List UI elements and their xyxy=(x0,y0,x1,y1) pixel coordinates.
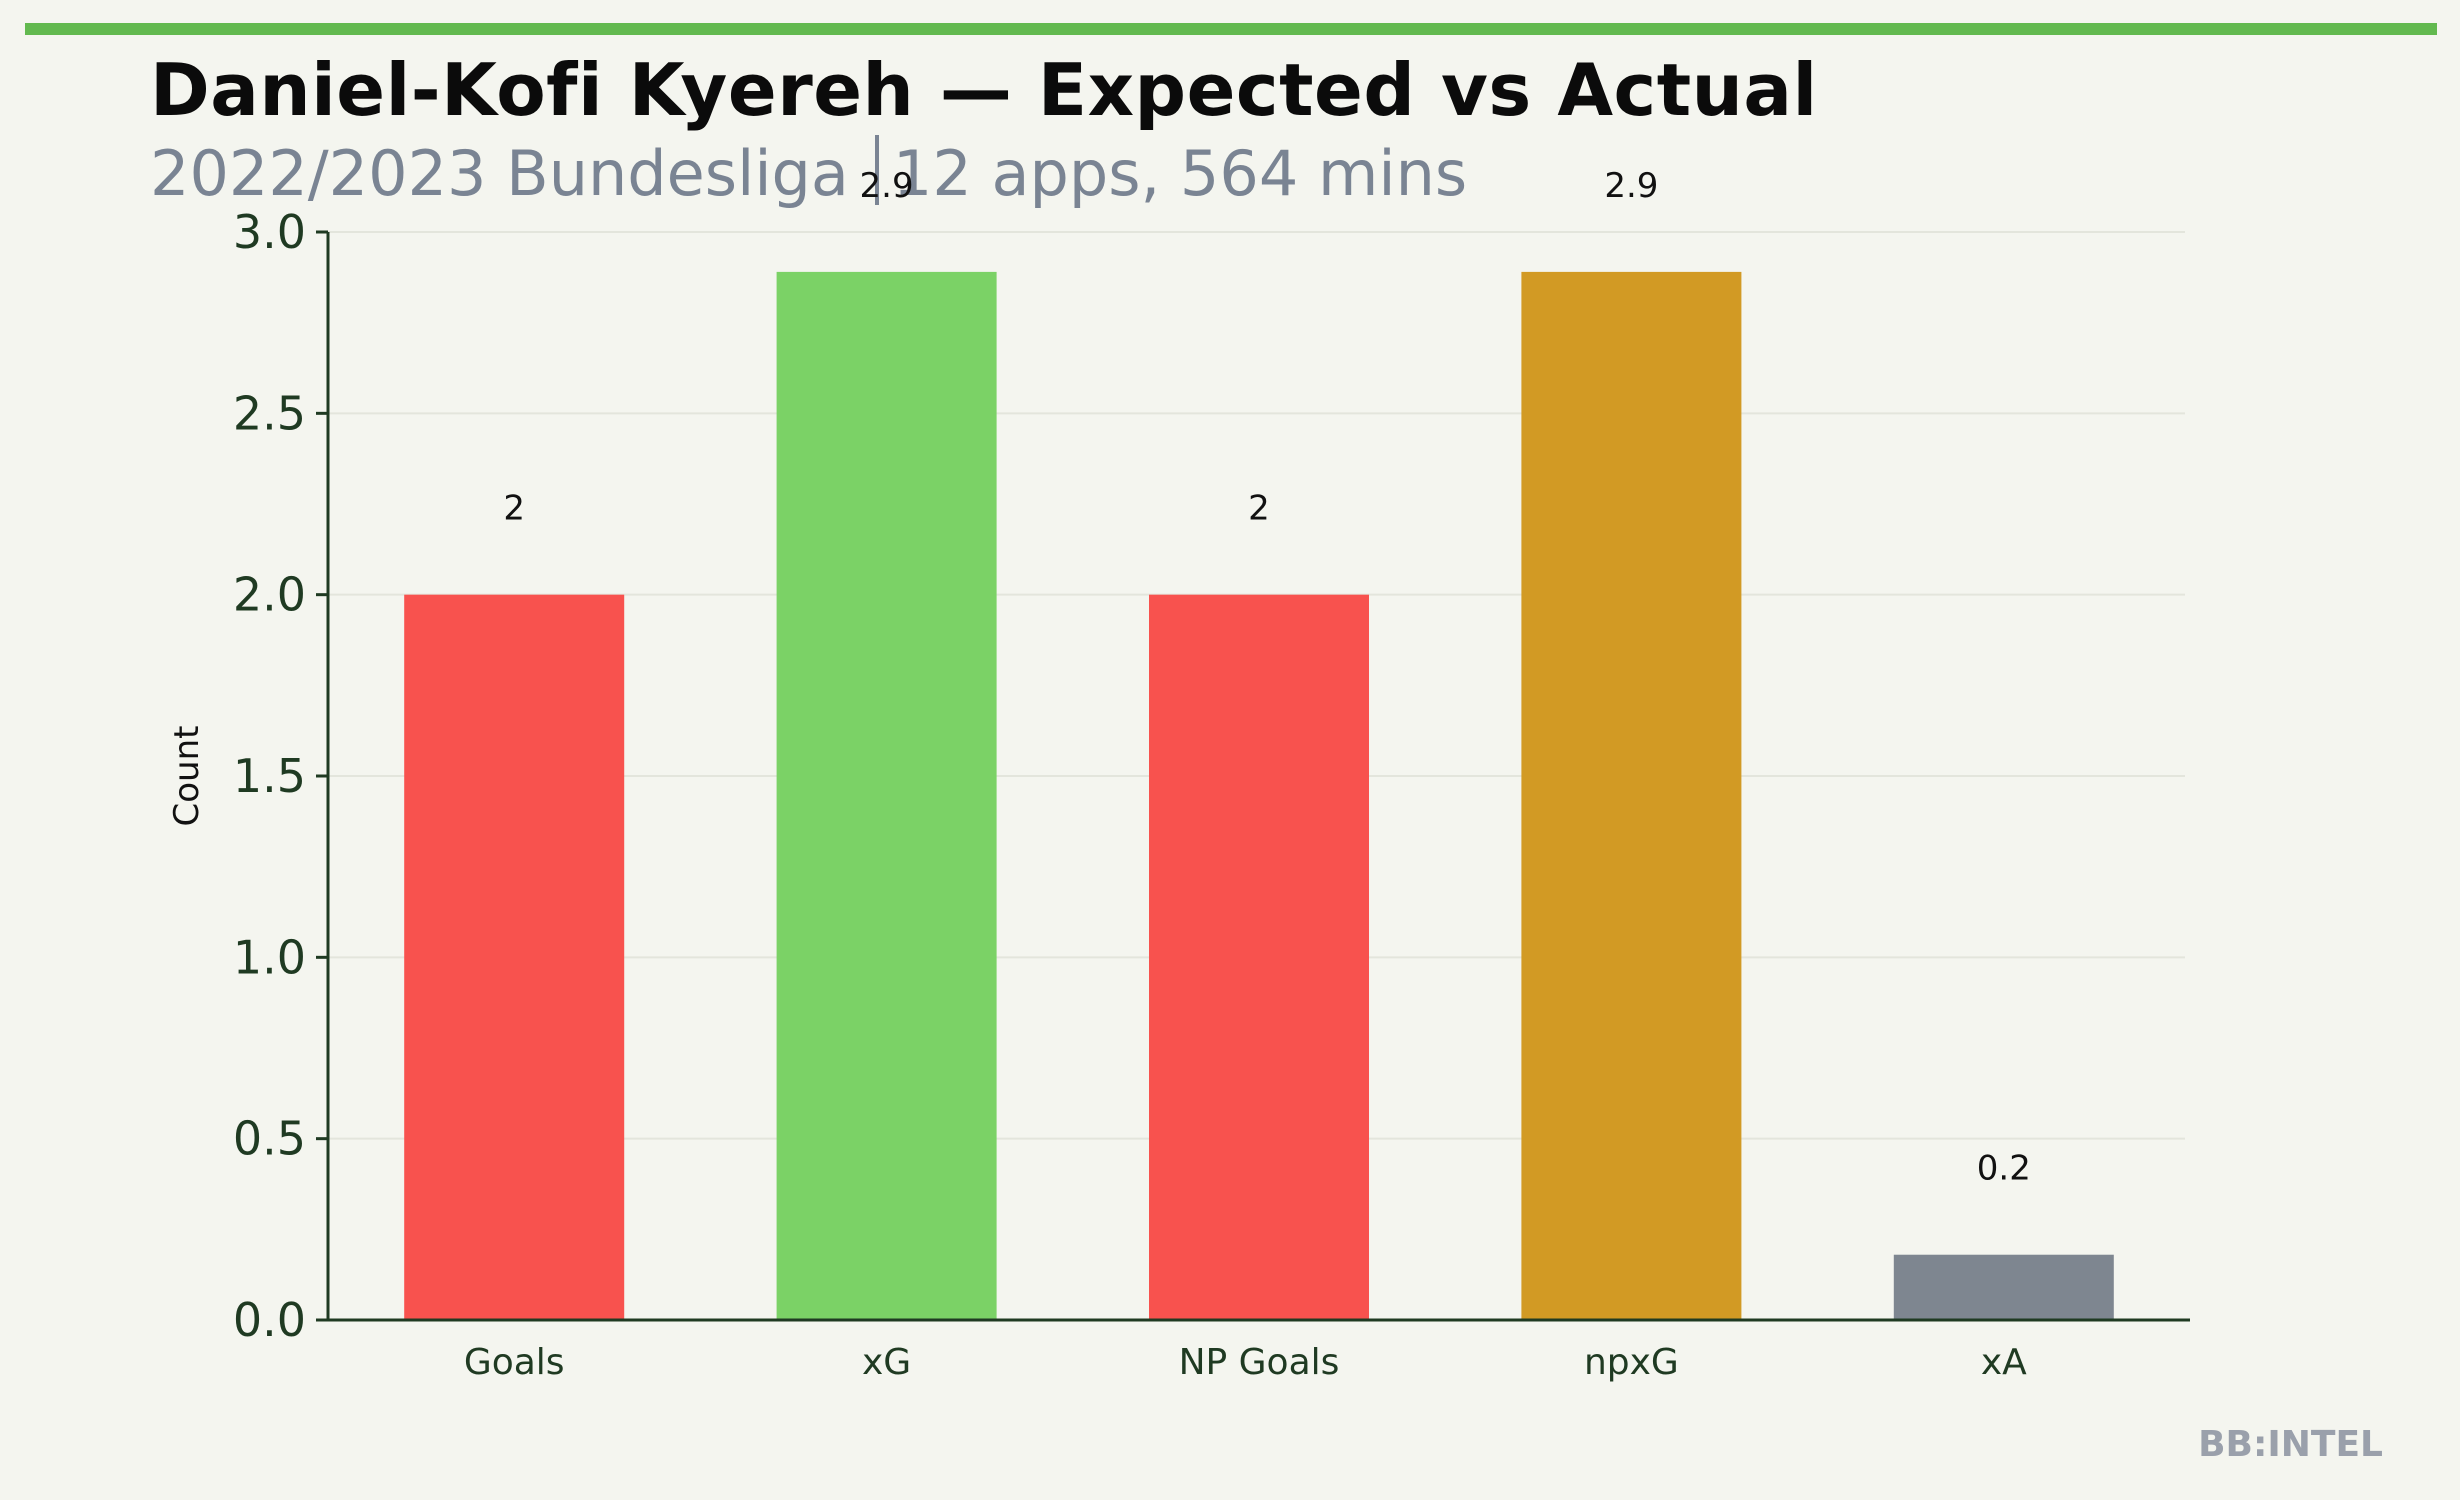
x-tick-label-3: npxG xyxy=(1584,1342,1679,1383)
subtitle-stats: 12 apps, 564 mins xyxy=(892,137,1468,210)
x-tick-label-2: NP Goals xyxy=(1179,1342,1340,1383)
y-tick-label-3: 1.5 xyxy=(233,749,306,803)
data-label-4: 0.2 xyxy=(1977,1149,2031,1189)
x-tick-label-4: xA xyxy=(1981,1342,2027,1383)
bar-npxg xyxy=(1521,271,1742,1321)
data-label-0: 2 xyxy=(503,489,525,529)
y-tick-label-6: 3.0 xyxy=(233,205,306,259)
chart-subtitle: 2022/2023 Bundesliga 12 apps, 564 mins xyxy=(150,135,1467,210)
data-label-3: 2.9 xyxy=(1604,166,1658,206)
top-accent-rule xyxy=(25,23,2437,35)
brand-logo: BB:INTEL xyxy=(2198,1424,2383,1465)
subtitle-separator xyxy=(874,135,879,205)
subtitle-league: 2022/2023 Bundesliga xyxy=(150,137,849,210)
y-tick-label-4: 2.0 xyxy=(233,568,306,622)
bar-xg xyxy=(776,271,997,1321)
data-label-1: 2.9 xyxy=(860,166,914,206)
y-tick-label-5: 2.5 xyxy=(233,386,306,440)
bar-xa xyxy=(1893,1254,2114,1320)
y-tick-label-1: 0.5 xyxy=(233,1112,306,1166)
y-tick-label-0: 0.0 xyxy=(233,1293,306,1347)
bar-np-goals xyxy=(1149,594,1369,1320)
x-tick-label-1: xG xyxy=(862,1342,911,1383)
y-tick-label-2: 1.0 xyxy=(233,930,306,984)
chart-title: Daniel-Kofi Kyereh — Expected vs Actual xyxy=(150,48,1818,132)
y-axis-label: Count xyxy=(167,726,207,827)
data-label-2: 2 xyxy=(1248,489,1270,529)
bar-goals xyxy=(404,594,625,1320)
x-tick-label-0: Goals xyxy=(464,1342,565,1383)
